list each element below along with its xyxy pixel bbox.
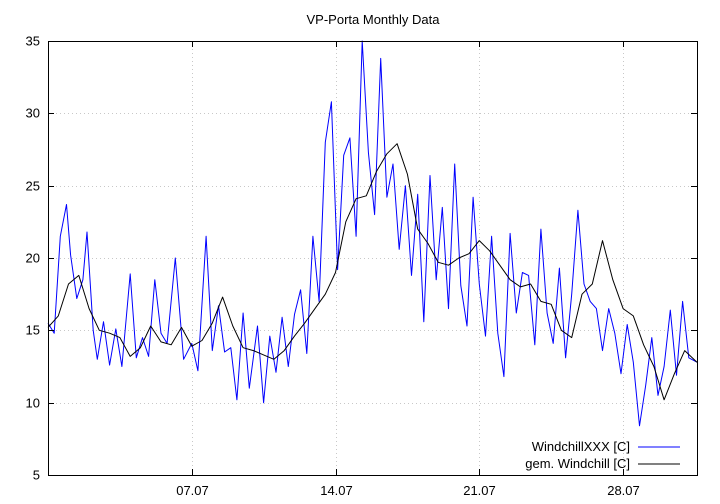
y-tick-label: 5: [33, 468, 40, 483]
x-tick-label: 28.07: [607, 483, 640, 498]
series-layer: [47, 40, 698, 427]
y-tick-label: 10: [26, 396, 40, 411]
legend-label-windchill: WindchillXXX [C]: [532, 439, 630, 454]
y-tick-label: 15: [26, 323, 40, 338]
legend-label-avg-windchill: gem. Windchill [C]: [525, 456, 630, 471]
y-tick-label: 30: [26, 106, 40, 121]
x-tick-label: 07.07: [176, 483, 209, 498]
chart-title: VP-Porta Monthly Data: [307, 12, 441, 27]
y-tick-label: 20: [26, 251, 40, 266]
y-tick-label: 35: [26, 34, 40, 49]
x-tick-label: 21.07: [463, 483, 496, 498]
y-tick-label: 25: [26, 179, 40, 194]
series-avg-windchill-line: [47, 143, 698, 401]
series-windchill-line: [47, 40, 698, 427]
axis-ticks: 5 10 15 20 25 30 35 07.07 14.07 21.07 28.07: [26, 34, 697, 498]
legend: WindchillXXX [C] gem. Windchill [C]: [525, 439, 680, 471]
grid: [48, 41, 697, 475]
x-tick-label: 14.07: [320, 483, 353, 498]
